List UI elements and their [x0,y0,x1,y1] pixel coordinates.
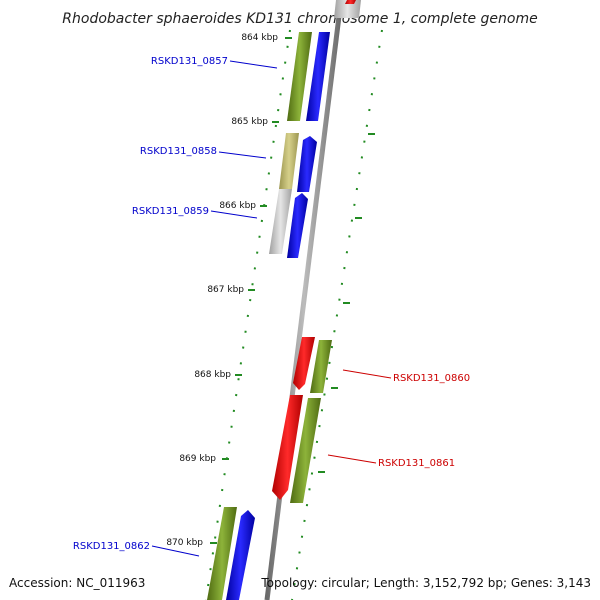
gene-rskd131-0861[interactable] [272,395,321,503]
leader-line-0861 [327,454,377,464]
gene-label-rskd131-0860[interactable]: RSKD131_0860 [393,373,470,384]
gene-rskd131-0858[interactable] [279,133,317,192]
leader-line-0862 [151,545,200,557]
gene-rskd131-0857[interactable] [287,32,330,121]
tick-label-869: 869 kbp [179,454,216,464]
gene-rskd131-0862[interactable] [207,507,255,600]
outer-tick-track [291,29,383,600]
leader-line-0858 [218,151,267,159]
major-ticks [210,37,375,544]
leader-line-0857 [229,60,278,69]
gene-label-rskd131-0857[interactable]: RSKD131_0857 [151,56,228,67]
gene-rskd131-0860[interactable] [293,337,332,393]
tick-label-864: 864 kbp [241,33,278,43]
tick-label-868: 868 kbp [194,370,231,380]
chromosome-backbone [264,0,344,600]
topology-text: Topology: circular; Length: 3,152,792 bp… [260,576,591,590]
leader-line-0860 [342,369,392,379]
map-title: Rhodobacter sphaeroides KD131 chromosome… [62,11,537,27]
gene-label-rskd131-0862[interactable]: RSKD131_0862 [73,541,150,552]
gene-rskd131-0859[interactable] [269,189,308,258]
tick-label-866: 866 kbp [219,201,256,211]
gene-partial-top-red[interactable] [345,0,356,4]
leader-line-0859 [210,210,258,219]
gene-partial-top-gray[interactable] [334,0,361,18]
gene-label-rskd131-0858[interactable]: RSKD131_0858 [140,146,217,157]
accession-text: Accession: NC_011963 [9,576,145,590]
gene-label-rskd131-0861[interactable]: RSKD131_0861 [378,458,455,469]
gene-label-rskd131-0859[interactable]: RSKD131_0859 [132,206,209,217]
inner-tick-track [205,29,291,600]
tick-label-870: 870 kbp [166,538,203,548]
tick-label-867: 867 kbp [207,285,244,295]
tick-label-865: 865 kbp [231,117,268,127]
